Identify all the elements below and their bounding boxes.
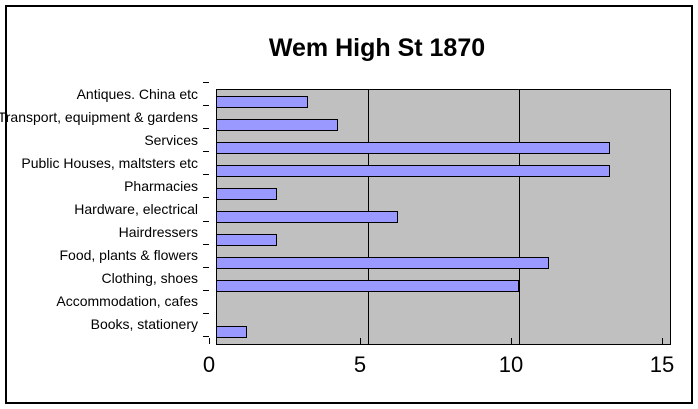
category-axis-tick [203, 336, 209, 337]
chart-frame: Wem High St 1870 Antiques. China etc Tran… [0, 5, 693, 404]
value-axis-tick-15 [662, 338, 663, 344]
bar-hairdressers [217, 234, 277, 246]
value-axis-label-5: 5 [353, 352, 367, 377]
bar-services [217, 142, 610, 154]
category-label-food-plants-flowers: Food, plants & flowers [59, 247, 198, 264]
bar-hardware-electrical [217, 211, 398, 223]
gridline-10 [519, 90, 520, 344]
category-label-pharmacies: Pharmacies [124, 177, 198, 194]
category-label-hairdressers: Hairdressers [118, 224, 198, 241]
category-axis-tick [203, 105, 209, 106]
bar-books-stationery [217, 326, 247, 338]
category-axis-tick [203, 82, 209, 83]
category-axis-tick [203, 313, 209, 314]
value-axis-tick-0 [209, 338, 210, 344]
value-axis-label-0: 0 [202, 352, 216, 377]
category-axis-tick [203, 197, 209, 198]
value-axis-tick-10 [511, 338, 512, 344]
bar-public-houses-maltsters-etc [217, 165, 610, 177]
bar-transport-equipment-gardens [217, 119, 338, 131]
plot-area [216, 89, 671, 345]
category-axis-tick [203, 151, 209, 152]
category-label-public-houses-maltsters-etc: Public Houses, maltsters etc [21, 154, 198, 171]
bar-clothing-shoes [217, 280, 519, 292]
chart-title: Wem High St 1870 [268, 34, 486, 62]
category-axis-tick [203, 290, 209, 291]
category-label-clothing-shoes: Clothing, shoes [101, 270, 198, 287]
category-axis-tick [203, 221, 209, 222]
bar-antiques-china-etc [217, 96, 308, 108]
value-axis-tick-5 [360, 338, 361, 344]
category-axis-tick [203, 244, 209, 245]
bar-pharmacies [217, 188, 277, 200]
category-label-services: Services [144, 131, 198, 148]
category-axis-tick [203, 174, 209, 175]
category-label-transport-equipment-gardens: Transport, equipment & gardens [0, 108, 198, 125]
category-label-antiques-china-etc: Antiques. China etc [76, 85, 198, 102]
category-label-books-stationery: Books, stationery [90, 316, 198, 333]
bar-food-plants-flowers [217, 257, 549, 269]
category-axis-tick [203, 267, 209, 268]
category-axis-tick [203, 128, 209, 129]
value-axis-label-15: 15 [649, 352, 675, 377]
category-label-hardware-electrical: Hardware, electrical [74, 201, 198, 217]
category-label-accommodation-cafes: Accommodation, cafes [56, 293, 198, 310]
value-axis-label-10: 10 [498, 352, 524, 377]
